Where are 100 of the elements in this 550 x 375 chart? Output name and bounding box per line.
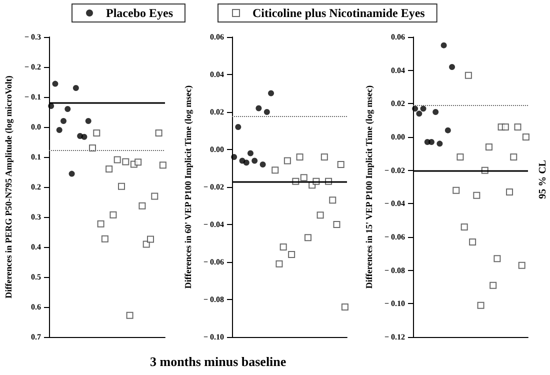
- y-tick-label: − 0.02: [203, 182, 224, 192]
- y-tick-label: − 0.10: [203, 332, 224, 342]
- y-tick-label: − 0.08: [384, 266, 405, 275]
- point: [142, 240, 150, 248]
- y-tick-label: 0.06: [391, 32, 405, 42]
- point: [432, 109, 439, 115]
- y-tick-label: − 0.1: [24, 92, 41, 102]
- point: [264, 109, 270, 115]
- point: [60, 118, 66, 124]
- point: [452, 186, 460, 194]
- y-tick-label: 0.2: [31, 182, 41, 192]
- point: [464, 72, 472, 79]
- point: [159, 162, 166, 169]
- y-axis-title: Differences in 60' VEP P100 Implicit Time (log msec): [183, 85, 194, 289]
- y-tick-label: 0.04: [210, 70, 224, 79]
- y-tick-label: 0.06: [210, 32, 224, 42]
- y-tick-label: 0.4: [31, 242, 41, 252]
- point: [138, 202, 146, 210]
- point: [122, 158, 130, 166]
- y-tick-label: 0.00: [210, 145, 224, 154]
- point: [449, 64, 456, 70]
- point: [485, 144, 492, 150]
- legend-label: Placebo Eyes: [106, 6, 174, 20]
- point: [280, 244, 287, 250]
- point: [81, 134, 88, 140]
- y-tick-label: 0.04: [391, 66, 405, 75]
- point: [329, 196, 336, 204]
- point: [151, 192, 158, 200]
- point: [118, 182, 125, 190]
- y-tick-label: − 0.06: [203, 258, 224, 266]
- point: [284, 157, 291, 164]
- point: [412, 106, 418, 112]
- point: [114, 156, 121, 164]
- y-tick-label: 0.3: [31, 212, 41, 222]
- point: [494, 255, 501, 262]
- y-tick-label: − 0.04: [384, 199, 405, 208]
- y-tick-label: 0.1: [31, 152, 41, 162]
- y-tick-label: 0.0: [31, 122, 41, 132]
- point: [85, 118, 92, 124]
- point: [300, 174, 308, 182]
- point: [337, 161, 344, 168]
- point: [518, 262, 526, 269]
- y-tick-label: 0.02: [210, 108, 224, 116]
- point: [316, 212, 324, 219]
- point: [510, 154, 518, 160]
- point: [155, 130, 162, 136]
- point: [502, 124, 509, 130]
- point: [456, 154, 464, 160]
- y-tick-label: 0.7: [31, 332, 41, 342]
- point: [444, 127, 451, 134]
- y-tick-label: 0.5: [31, 272, 41, 282]
- point: [477, 302, 484, 309]
- text: 95 % CL: [538, 160, 548, 199]
- point: [469, 238, 476, 246]
- point: [320, 154, 328, 160]
- point: [72, 85, 79, 91]
- point: [52, 80, 58, 87]
- point: [268, 90, 274, 96]
- x-axis-title: 3 months minus baseline: [150, 354, 286, 369]
- y-axis-title: Differences in PERG P50-N795 Amplitude (log microVolt): [4, 76, 14, 298]
- point: [134, 158, 142, 166]
- point: [506, 188, 514, 196]
- point: [243, 160, 250, 166]
- point: [440, 42, 447, 48]
- point: [428, 139, 434, 145]
- y-tick-label: − 0.08: [203, 295, 224, 304]
- point: [126, 312, 134, 319]
- point: [260, 162, 266, 168]
- point: [64, 106, 71, 112]
- y-tick-label: − 0.2: [24, 62, 41, 72]
- point: [522, 134, 530, 140]
- point: [272, 166, 279, 174]
- point: [341, 304, 348, 310]
- point: [56, 127, 62, 133]
- y-tick-label: − 0.04: [203, 220, 224, 229]
- point: [231, 154, 238, 160]
- y-axis-title: Differences in 15' VEP P100 Implicit Time (log msec): [364, 85, 374, 289]
- point: [97, 220, 104, 228]
- y-tick-label: 0.00: [391, 132, 405, 142]
- point: [252, 158, 258, 164]
- y-tick-label: 0.6: [31, 302, 41, 312]
- point: [110, 211, 117, 218]
- point: [106, 166, 113, 172]
- point: [416, 110, 422, 117]
- point: [235, 124, 242, 130]
- point: [333, 221, 340, 228]
- y-tick-label: − 0.12: [384, 332, 405, 342]
- point: [436, 140, 443, 147]
- point: [247, 150, 254, 156]
- point: [68, 170, 75, 177]
- point: [48, 103, 54, 109]
- point: [276, 260, 283, 268]
- point: [490, 282, 497, 289]
- point: [460, 224, 468, 230]
- point: [420, 106, 426, 112]
- point: [288, 251, 296, 258]
- legend-label: Citicoline plus Nicotinamide Eyes: [252, 6, 426, 20]
- point: [256, 105, 262, 112]
- point: [101, 235, 108, 242]
- point: [514, 124, 522, 130]
